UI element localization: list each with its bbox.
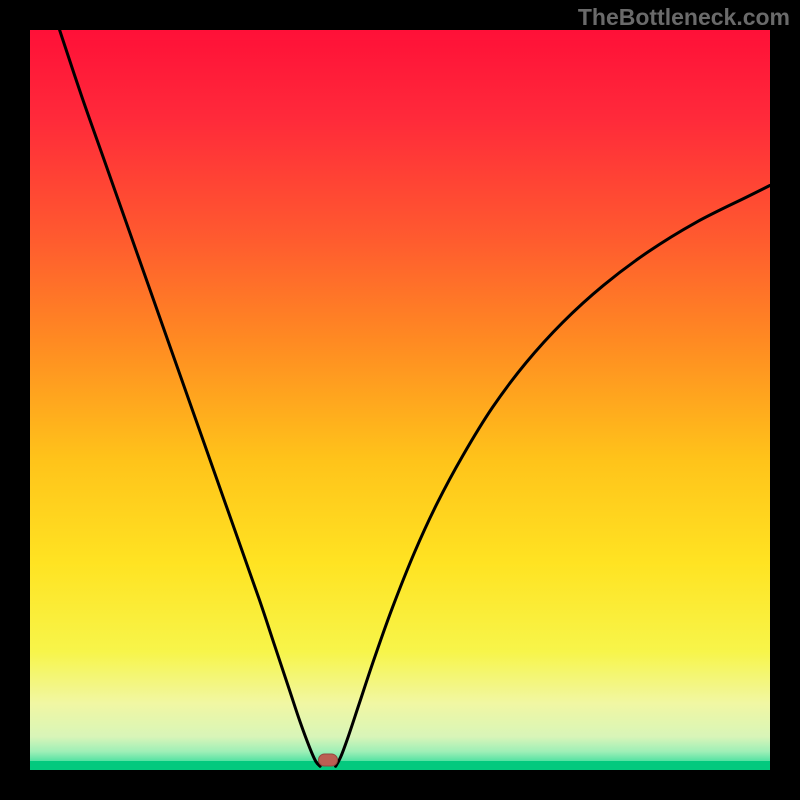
- chart-background-gradient: [30, 30, 770, 770]
- chart-container: TheBottleneck.com: [0, 0, 800, 800]
- plot-area: [30, 30, 770, 770]
- success-band: [30, 761, 770, 770]
- watermark-text: TheBottleneck.com: [578, 4, 790, 31]
- optimal-point-marker: [318, 753, 338, 766]
